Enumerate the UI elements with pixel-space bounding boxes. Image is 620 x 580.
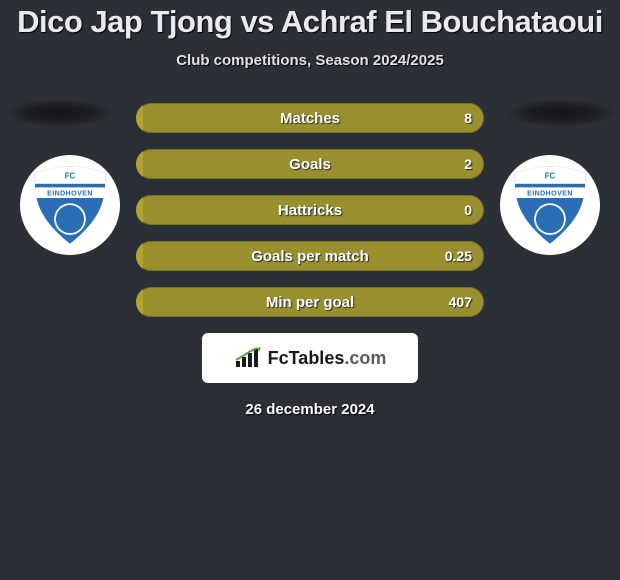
svg-text:FC: FC: [545, 172, 556, 181]
page-title: Dico Jap Tjong vs Achraf El Bouchataoui: [0, 4, 620, 40]
comparison-panel: FC EINDHOVEN FC EINDHOVEN Matche: [0, 99, 620, 418]
fc-eindhoven-crest-icon: FC EINDHOVEN: [26, 161, 114, 249]
chart-growth-icon: [234, 347, 262, 369]
player-shadow-right: [506, 99, 616, 127]
stat-label: Goals: [136, 149, 484, 179]
svg-text:FC: FC: [65, 172, 76, 181]
header: Dico Jap Tjong vs Achraf El Bouchataoui …: [0, 0, 620, 69]
stat-value-right: 0: [464, 195, 472, 225]
player-shadow-left: [4, 99, 114, 127]
stat-bar-row: Goals per match0.25: [136, 241, 484, 271]
stat-label: Min per goal: [136, 287, 484, 317]
stat-bars: Matches8Goals2Hattricks0Goals per match0…: [136, 99, 484, 317]
svg-text:EINDHOVEN: EINDHOVEN: [47, 190, 93, 197]
stat-label: Goals per match: [136, 241, 484, 271]
stat-bar-row: Min per goal407: [136, 287, 484, 317]
fc-eindhoven-crest-icon: FC EINDHOVEN: [506, 161, 594, 249]
logo-text: FcTables.com: [268, 348, 387, 369]
stat-bar-row: Matches8: [136, 103, 484, 133]
stat-value-right: 407: [449, 287, 472, 317]
stat-label: Hattricks: [136, 195, 484, 225]
stat-bar-row: Goals2: [136, 149, 484, 179]
stat-bar-row: Hattricks0: [136, 195, 484, 225]
stat-value-right: 0.25: [445, 241, 472, 271]
page-subtitle: Club competitions, Season 2024/2025: [0, 52, 620, 69]
stat-value-right: 2: [464, 149, 472, 179]
club-crest-right: FC EINDHOVEN: [500, 155, 600, 255]
stat-value-right: 8: [464, 103, 472, 133]
comparison-date: 26 december 2024: [0, 401, 620, 418]
stat-label: Matches: [136, 103, 484, 133]
club-crest-left: FC EINDHOVEN: [20, 155, 120, 255]
fctables-logo: FcTables.com: [202, 333, 418, 383]
svg-text:EINDHOVEN: EINDHOVEN: [527, 190, 573, 197]
